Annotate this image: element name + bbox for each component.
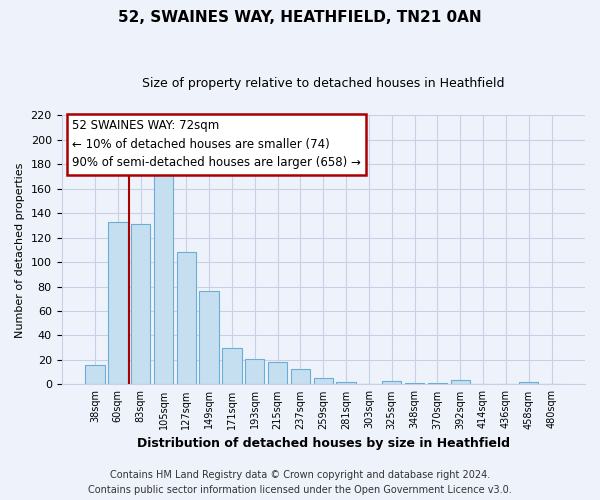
Title: Size of property relative to detached houses in Heathfield: Size of property relative to detached ho… (142, 78, 505, 90)
Bar (176, 252, 196, 384)
Text: Contains HM Land Registry data © Crown copyright and database right 2024.
Contai: Contains HM Land Registry data © Crown c… (88, 470, 512, 495)
Text: 52, SWAINES WAY, HEATHFIELD, TN21 0AN: 52, SWAINES WAY, HEATHFIELD, TN21 0AN (118, 10, 482, 25)
Bar (337, 382, 356, 384)
Bar (428, 383, 447, 384)
Bar (222, 348, 242, 385)
Bar (154, 160, 173, 384)
Bar (291, 368, 310, 384)
X-axis label: Distribution of detached houses by size in Heathfield: Distribution of detached houses by size … (137, 437, 510, 450)
Bar (314, 378, 333, 384)
Text: 52 SWAINES WAY: 72sqm
← 10% of detached houses are smaller (74)
90% of semi-deta: 52 SWAINES WAY: 72sqm ← 10% of detached … (72, 120, 361, 170)
Bar (382, 381, 401, 384)
Bar (268, 362, 287, 384)
Bar (85, 365, 105, 384)
Bar (108, 222, 128, 384)
Bar (131, 224, 151, 384)
Bar (405, 383, 424, 384)
Y-axis label: Number of detached properties: Number of detached properties (15, 162, 25, 338)
Bar (199, 292, 219, 384)
Bar (245, 358, 265, 384)
Bar (451, 380, 470, 384)
Bar (519, 382, 538, 384)
